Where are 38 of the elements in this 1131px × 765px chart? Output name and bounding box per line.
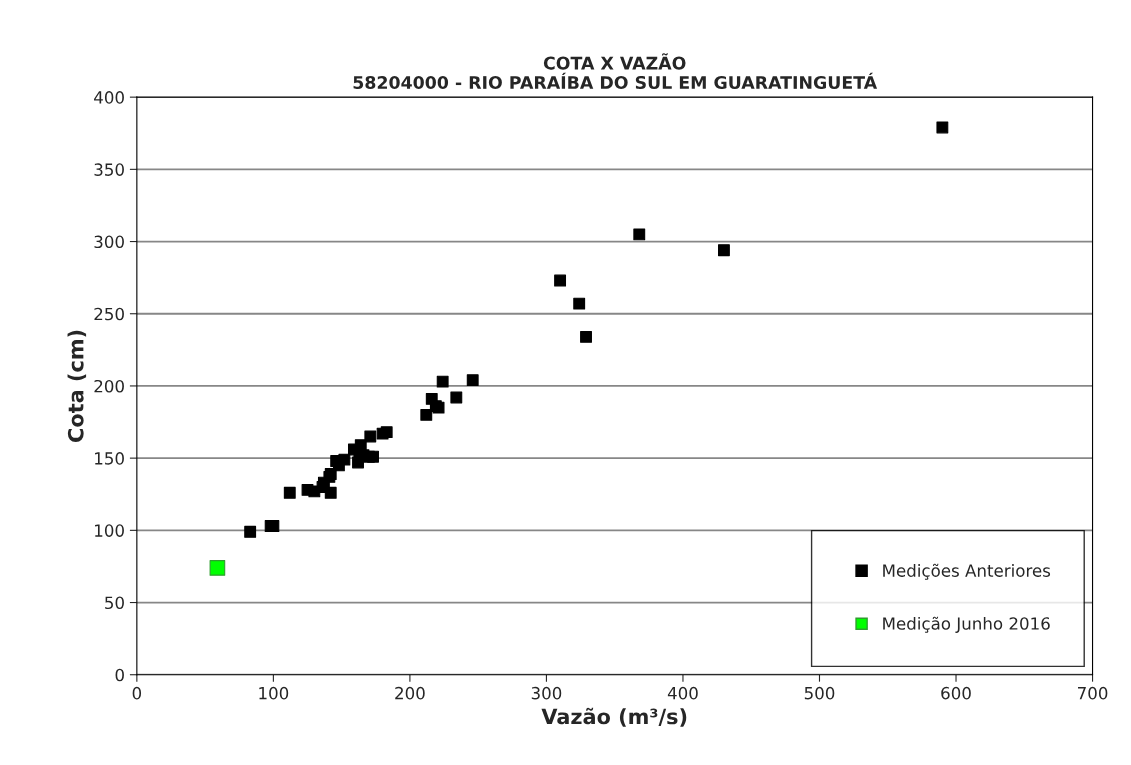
point xyxy=(717,244,730,257)
point xyxy=(633,228,646,241)
y-tick-label: 150 xyxy=(95,452,124,465)
point xyxy=(436,375,449,388)
point xyxy=(308,485,321,498)
y-tick-label: 50 xyxy=(105,596,124,610)
chart-title: COTA X VAZÃO 58204000 - RIO PARAÍBA DO SUL EM GUARATINGUETÁ xyxy=(353,53,878,90)
y-tick-label: 0 xyxy=(115,668,124,682)
x-tick-label: 200 xyxy=(395,686,425,700)
point xyxy=(420,408,433,421)
x-axis-title: Vazão (m³/s) xyxy=(541,707,687,727)
point xyxy=(573,297,586,310)
point xyxy=(209,560,226,576)
x-tick-label: 300 xyxy=(531,686,562,700)
point xyxy=(380,426,393,439)
y-tick-label: 300 xyxy=(94,235,124,249)
point xyxy=(936,121,949,134)
x-tick-label: 600 xyxy=(941,686,971,700)
x-tick-label: 500 xyxy=(804,686,835,700)
y-tick-label: 400 xyxy=(94,91,124,104)
y-tick-label: 350 xyxy=(94,163,124,176)
y-tick-label: 250 xyxy=(94,307,124,321)
y-tick-label: 200 xyxy=(94,379,124,393)
x-tick-label: 700 xyxy=(1078,686,1108,700)
point xyxy=(244,525,257,538)
point xyxy=(283,486,296,499)
point xyxy=(580,330,592,343)
x-tick-label: 0 xyxy=(132,686,142,700)
point xyxy=(324,486,337,499)
point xyxy=(466,374,479,387)
y-tick-label: 100 xyxy=(95,524,124,537)
point xyxy=(450,391,463,404)
y-axis-title: Cota (cm) xyxy=(67,330,87,442)
point xyxy=(554,274,567,287)
legend-label: Medição Junho 2016 xyxy=(883,616,1050,633)
legend-label: Medições Anteriores xyxy=(883,563,1051,580)
x-tick-label: 400 xyxy=(667,686,698,700)
x-tick-label: 100 xyxy=(259,686,289,700)
